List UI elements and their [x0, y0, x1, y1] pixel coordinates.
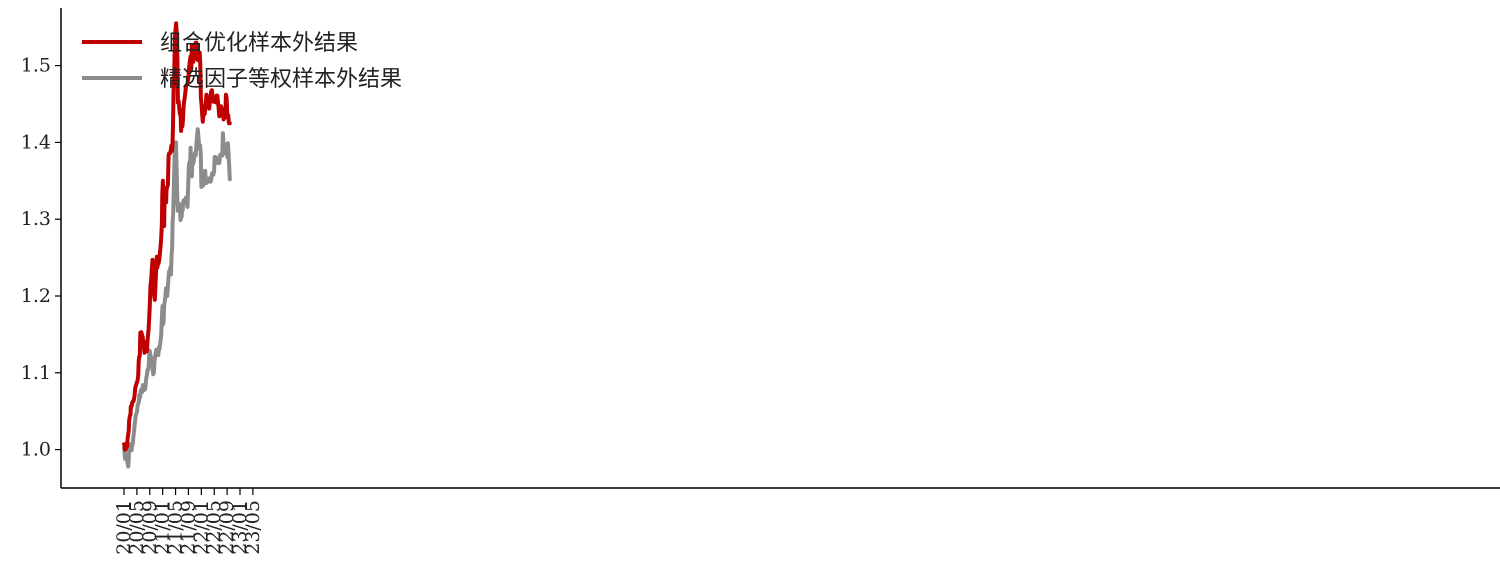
legend: 组合优化样本外结果 精选因子等权样本外结果 — [82, 31, 402, 92]
x-tick-label: 22/05 — [203, 500, 225, 555]
y-tick-label: 1.3 — [21, 208, 51, 230]
x-tick-label: 23/05 — [242, 500, 264, 555]
x-tick-label: 20/01 — [113, 500, 135, 555]
x-tick-label: 20/09 — [139, 500, 161, 555]
x-ticks: 20/0120/0520/0921/0121/0521/0922/0122/05… — [113, 488, 264, 555]
x-tick-label: 23/01 — [229, 500, 251, 555]
y-ticks: 1.0 1.1 1.2 1.3 1.4 1.5 — [21, 55, 61, 461]
series-line-1 — [122, 127, 232, 469]
x-tick-label: 21/05 — [165, 500, 187, 555]
x-tick-label: 20/05 — [126, 500, 148, 555]
y-tick-label: 1.0 — [21, 439, 51, 461]
x-tick-label: 21/01 — [152, 500, 174, 555]
x-tick-label: 22/09 — [216, 500, 238, 555]
series-layer — [122, 21, 232, 469]
legend-label-0: 组合优化样本外结果 — [160, 31, 358, 56]
legend-label-1: 精选因子等权样本外结果 — [160, 67, 402, 92]
series-line-0 — [122, 21, 232, 452]
y-tick-label: 1.5 — [21, 55, 51, 77]
x-tick-label: 21/09 — [177, 500, 199, 555]
legend-entry-1: 精选因子等权样本外结果 — [82, 67, 402, 92]
legend-entry-0: 组合优化样本外结果 — [82, 31, 358, 56]
x-tick-label: 22/01 — [190, 500, 212, 555]
y-tick-label: 1.1 — [21, 362, 51, 384]
y-tick-label: 1.4 — [21, 131, 51, 153]
y-tick-label: 1.2 — [21, 285, 51, 307]
axes — [60, 8, 1500, 489]
